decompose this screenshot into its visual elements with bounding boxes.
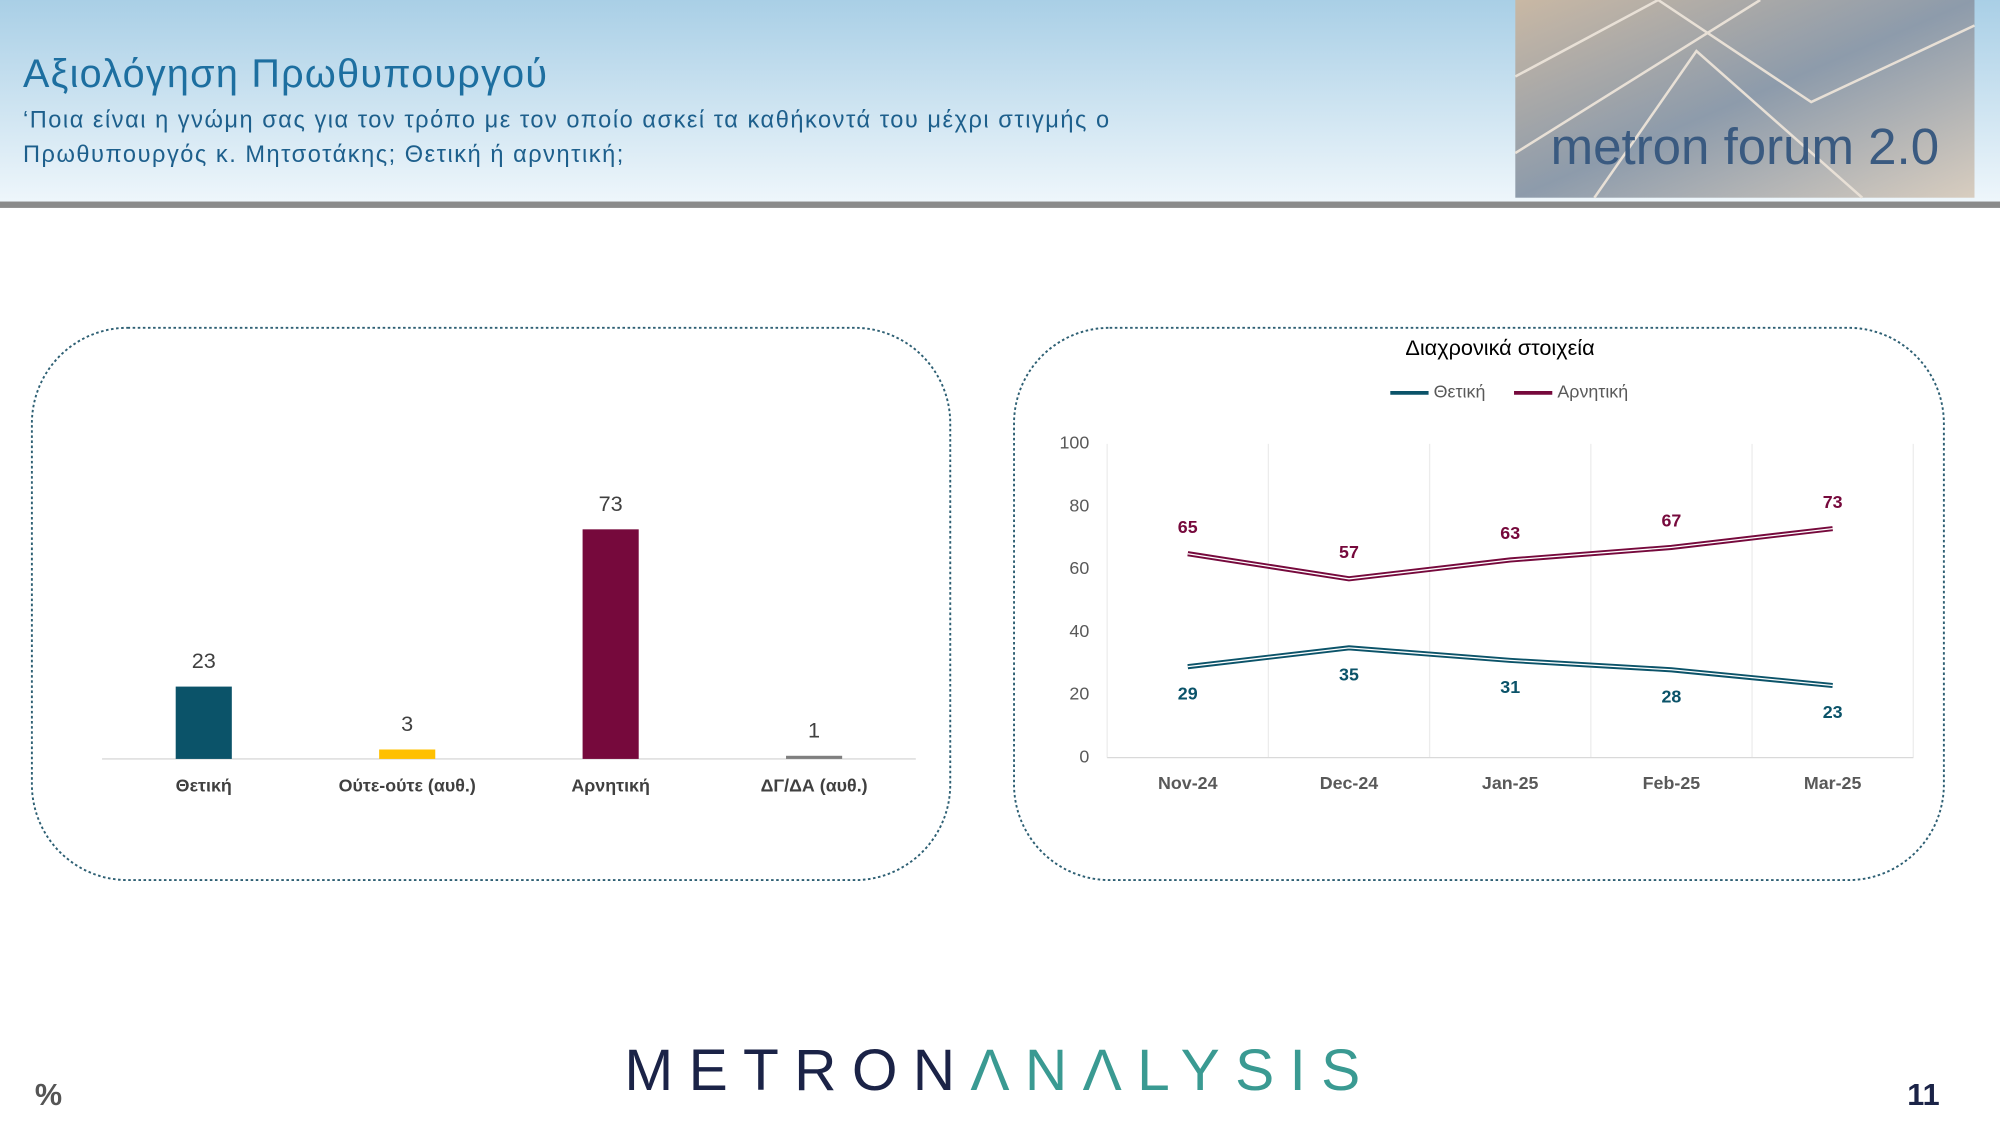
chart-frame xyxy=(30,326,952,882)
data-label: 73 xyxy=(1823,492,1843,512)
legend-label: Θετική xyxy=(1434,382,1486,402)
data-label: 31 xyxy=(1500,677,1520,697)
x-tick-label: Θετική xyxy=(176,776,232,796)
bar xyxy=(582,529,639,759)
data-label: 35 xyxy=(1339,665,1359,685)
data-label: 28 xyxy=(1661,687,1681,707)
unit-label: % xyxy=(35,1078,62,1112)
banner-image xyxy=(1515,0,1975,198)
banner-pattern xyxy=(1514,0,1976,199)
y-tick-label: 80 xyxy=(1069,495,1089,515)
subtitle: ‘Ποια είναι η γνώμη σας για τον τρόπο με… xyxy=(23,106,1111,132)
y-tick-label: 0 xyxy=(1079,746,1089,766)
x-tick-label: Nov-24 xyxy=(1158,773,1218,793)
bar xyxy=(175,686,232,759)
data-label: 67 xyxy=(1661,511,1681,531)
banner-text: metron forum 2.0 xyxy=(1551,118,1939,175)
chart-frame xyxy=(1013,326,1945,882)
y-tick-label: 100 xyxy=(1060,433,1090,453)
x-tick-label: ΔΓ/ΔΑ (αυθ.) xyxy=(761,776,868,796)
data-label: 1 xyxy=(808,717,820,742)
x-tick-label: Jan-25 xyxy=(1482,773,1539,793)
y-tick-label: 20 xyxy=(1069,684,1089,704)
bar xyxy=(786,755,843,759)
data-label: 23 xyxy=(1823,702,1843,722)
series-line-inner xyxy=(1187,647,1833,687)
title: Αξιολόγηση Πρωθυπουργού xyxy=(23,52,548,96)
data-label: 63 xyxy=(1500,523,1520,543)
chart-title: Διαχρονικά στοιχεία xyxy=(1405,335,1594,360)
logo-left: METRON xyxy=(624,1037,970,1102)
x-tick-label: Ούτε-ούτε (αυθ.) xyxy=(339,776,476,796)
data-label: 57 xyxy=(1339,542,1359,562)
x-tick-label: Feb-25 xyxy=(1643,773,1701,793)
y-tick-label: 40 xyxy=(1069,621,1089,641)
x-tick-label: Dec-24 xyxy=(1320,773,1379,793)
data-label: 3 xyxy=(401,711,413,736)
x-tick-label: Mar-25 xyxy=(1804,773,1862,793)
subtitle: Πρωθυπουργός κ. Μητσοτάκης; Θετική ή αρν… xyxy=(23,141,625,167)
x-tick-label: Αρνητική xyxy=(571,776,650,796)
legend-label: Αρνητική xyxy=(1557,382,1628,402)
header-shadow xyxy=(0,201,2000,208)
data-label: 29 xyxy=(1178,683,1198,703)
y-tick-label: 60 xyxy=(1069,558,1089,578)
data-label: 65 xyxy=(1178,517,1198,537)
data-label: 73 xyxy=(599,491,623,516)
bar xyxy=(379,749,436,759)
data-label: 23 xyxy=(192,648,216,673)
logo-right: ΛNΛLYSIS xyxy=(970,1037,1375,1102)
page-number: 11 xyxy=(1907,1078,1939,1112)
logo: METRONΛNΛLYSIS xyxy=(624,1037,1375,1102)
series-line-inner xyxy=(1187,527,1833,580)
